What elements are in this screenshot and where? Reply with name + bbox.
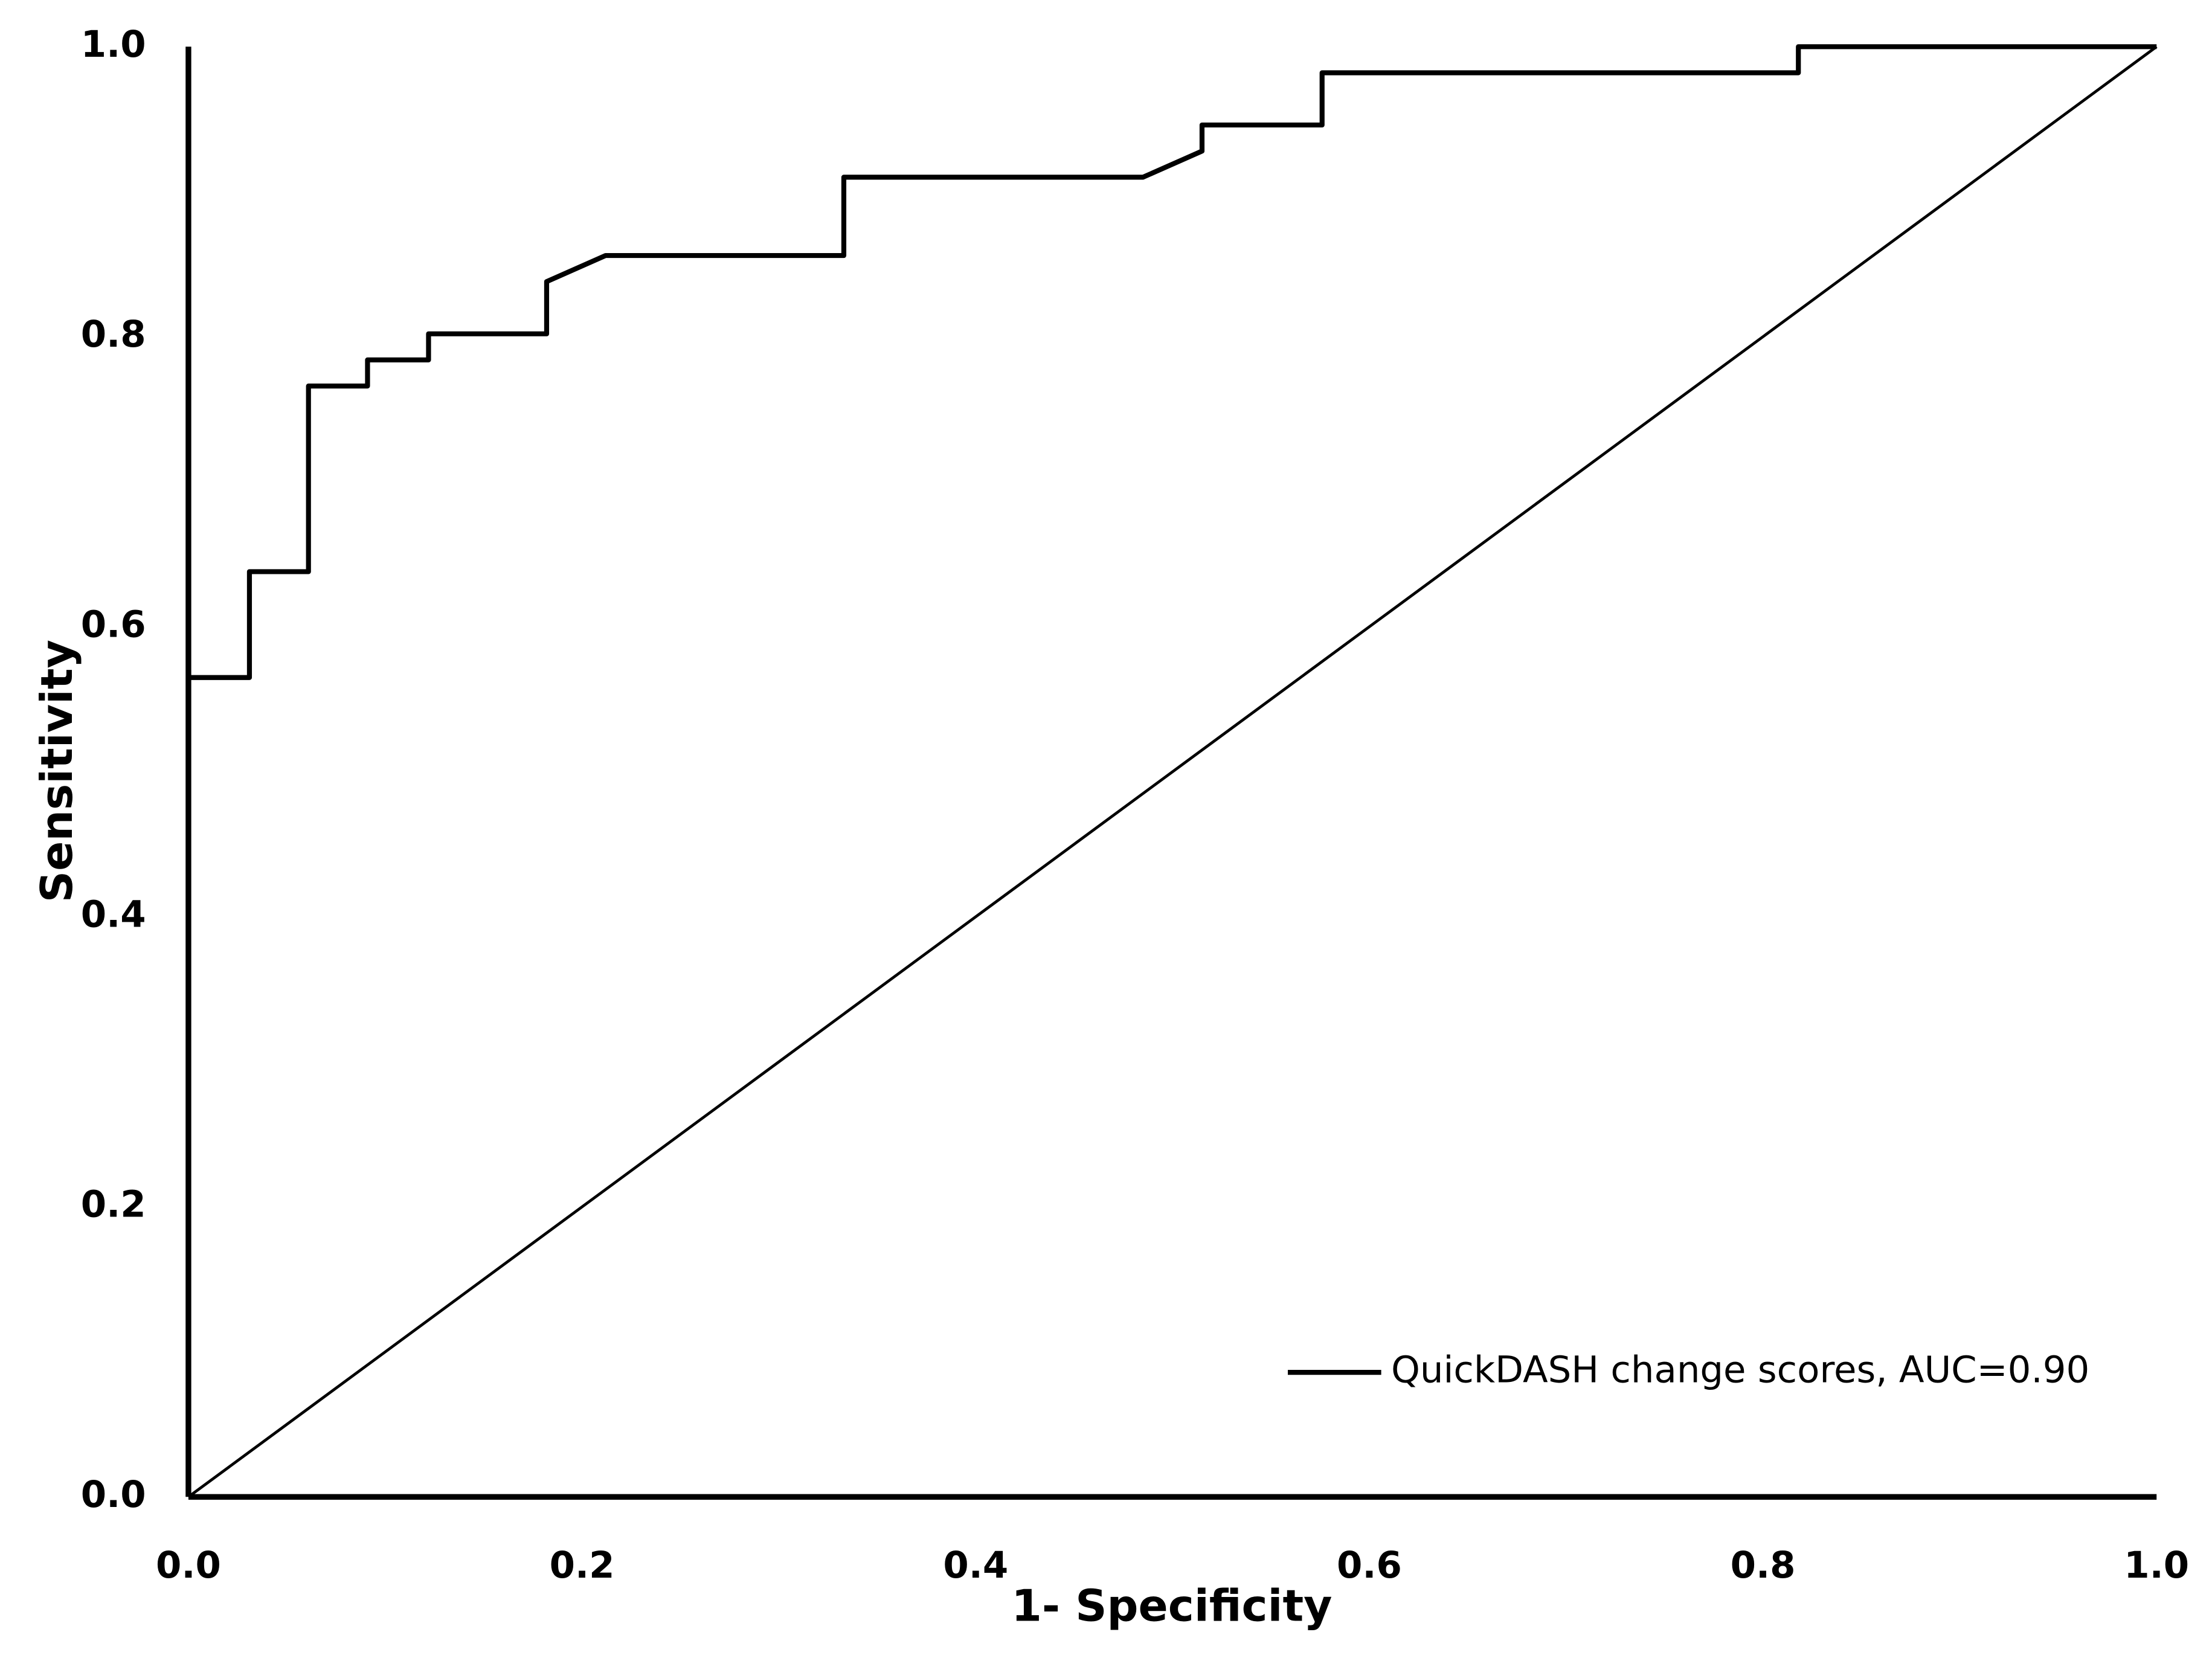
x-tick-label: 0.4 — [943, 1544, 1008, 1587]
y-tick-label: 0.6 — [81, 603, 146, 646]
x-tick-label: 0.0 — [156, 1544, 221, 1587]
x-axis-title: 1- Specificity — [1011, 1581, 1332, 1631]
x-tick-label: 1.0 — [2124, 1544, 2189, 1587]
y-tick-label: 0.2 — [81, 1183, 146, 1226]
reference-line — [187, 45, 2158, 1499]
roc-curve — [188, 44, 2157, 680]
x-tick-label: 0.6 — [1337, 1544, 1402, 1587]
y-tick-label: 0.0 — [81, 1473, 146, 1516]
y-tick-label: 1.0 — [81, 23, 146, 66]
x-tick-label: 0.8 — [1731, 1544, 1796, 1587]
y-tick-label: 0.8 — [81, 313, 146, 356]
legend-label: QuickDASH change scores, AUC=0.90 — [1391, 1349, 2089, 1392]
y-tick-label: 0.4 — [81, 893, 146, 936]
x-tick-label: 0.2 — [550, 1544, 615, 1587]
y-axis-title: Sensitivity — [32, 640, 83, 902]
